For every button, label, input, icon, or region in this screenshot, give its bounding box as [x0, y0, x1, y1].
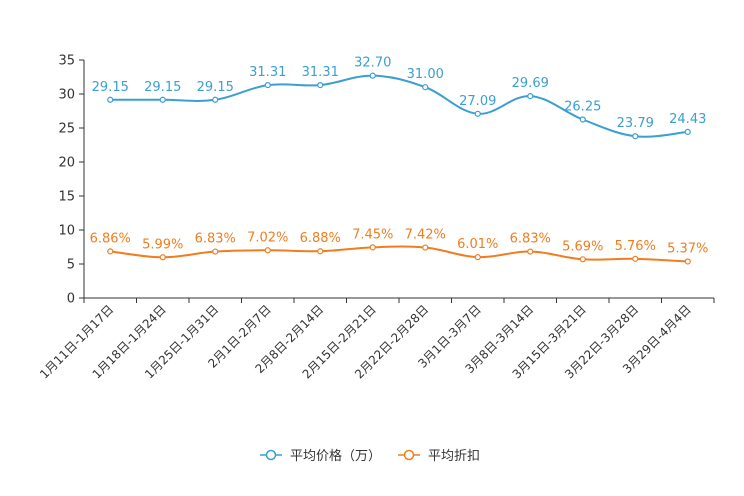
legend-label: 平均折扣: [428, 449, 480, 464]
series-line: [110, 245, 688, 263]
data-point[interactable]: [317, 248, 324, 255]
data-label: 7.02%: [247, 230, 288, 245]
series-2: 6.86% 5.99% 6.83% 7.02% 6.88% 7.45% 7.42% 6.01%…: [90, 227, 708, 265]
data-label: 5.76%: [615, 239, 656, 254]
data-point[interactable]: [212, 96, 219, 103]
data-label: 26.25: [564, 100, 601, 115]
y-tick-label: 35: [58, 54, 75, 69]
data-point[interactable]: [212, 248, 219, 255]
data-point[interactable]: [632, 133, 639, 140]
data-point[interactable]: [369, 244, 376, 251]
legend-item-1[interactable]: 平均价格（万）: [260, 448, 381, 464]
legend-label: 平均价格（万）: [290, 448, 381, 464]
y-tick-label: 15: [58, 190, 75, 205]
series-layer: 29.15 29.15 29.15 31.31 31.31 32.70 31.00 27.09…: [90, 56, 708, 265]
data-point[interactable]: [264, 81, 271, 89]
axes: 051015202530351月11日-1月17日1月18日-1月24日1月25…: [37, 54, 715, 382]
data-point[interactable]: [474, 254, 481, 261]
legend-marker-icon: [403, 449, 415, 461]
data-label: 6.83%: [510, 232, 551, 247]
data-label: 29.15: [144, 80, 181, 95]
data-point[interactable]: [474, 110, 481, 117]
data-point[interactable]: [369, 72, 376, 79]
data-label: 31.31: [249, 65, 286, 80]
y-tick-label: 10: [58, 224, 75, 239]
data-point[interactable]: [579, 116, 586, 123]
data-point[interactable]: [684, 258, 691, 265]
data-point[interactable]: [422, 84, 429, 91]
y-tick-label: 25: [58, 122, 75, 137]
data-label: 31.31: [302, 65, 339, 80]
y-tick-label: 0: [67, 292, 75, 307]
data-point[interactable]: [422, 244, 429, 251]
data-label: 29.69: [512, 76, 549, 91]
legend-item-2[interactable]: 平均折扣: [398, 449, 480, 464]
data-point[interactable]: [159, 96, 166, 103]
data-label: 6.01%: [457, 237, 498, 252]
data-point[interactable]: [527, 93, 534, 100]
data-label: 6.83%: [195, 232, 236, 247]
data-point[interactable]: [264, 247, 271, 254]
data-label: 31.00: [407, 67, 444, 82]
legend-marker-icon: [265, 449, 277, 461]
data-point[interactable]: [684, 128, 691, 135]
data-label: 27.09: [459, 94, 496, 109]
data-label: 6.88%: [300, 231, 341, 246]
y-tick-label: 30: [58, 88, 75, 103]
data-point[interactable]: [107, 96, 114, 103]
y-tick-label: 5: [67, 258, 75, 273]
data-label: 29.15: [92, 80, 129, 95]
data-label: 7.45%: [352, 227, 393, 242]
data-label: 23.79: [617, 116, 654, 131]
data-label: 32.70: [354, 56, 391, 71]
data-point[interactable]: [107, 248, 114, 255]
data-label: 24.43: [669, 112, 706, 127]
data-label: 5.99%: [142, 237, 183, 252]
data-label: 5.69%: [562, 239, 603, 254]
data-point[interactable]: [632, 255, 639, 262]
series-1: 29.15 29.15 29.15 31.31 31.31 32.70 31.00 27.09…: [92, 56, 706, 140]
data-label: 29.15: [197, 80, 234, 95]
data-label: 5.37%: [667, 241, 708, 256]
data-point[interactable]: [579, 256, 586, 263]
data-point[interactable]: [159, 254, 166, 261]
legend[interactable]: 平均价格（万） 平均折扣: [260, 448, 480, 464]
data-point[interactable]: [317, 81, 324, 89]
data-label: 7.42%: [405, 228, 446, 243]
y-tick-label: 20: [58, 156, 75, 171]
data-label: 6.86%: [90, 231, 131, 246]
data-point[interactable]: [527, 248, 534, 255]
series-line: [110, 74, 688, 138]
